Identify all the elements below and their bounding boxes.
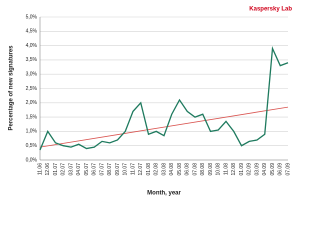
y-tick-label: 4,0%: [26, 43, 38, 49]
x-tick-label: 01.07: [53, 163, 59, 176]
y-tick-label: 5,0%: [26, 14, 38, 20]
chart: Kaspersky Lab Percentage of new signatur…: [9, 7, 293, 197]
y-tick-label: 1,0%: [26, 129, 38, 135]
y-tick-label: 1,5%: [26, 114, 38, 120]
y-tick-label: 2,5%: [26, 86, 38, 92]
brand-logo: Kaspersky Lab: [249, 7, 292, 13]
x-tick-label: 10.07: [123, 163, 129, 176]
x-tick-label: 02.08: [154, 163, 160, 176]
x-tick-label: 08.07: [107, 163, 113, 176]
x-tick-label: 10.08: [216, 163, 222, 176]
y-tick-label: 0,5%: [26, 143, 38, 149]
x-axis-title: Month, year: [147, 191, 181, 197]
x-tick-label: 06.07: [92, 163, 98, 176]
x-tick-label: 01.09: [239, 163, 245, 176]
y-axis-title: Percentage of new signatures: [9, 45, 15, 131]
x-tick-label: 02.09: [247, 163, 253, 176]
x-tick-label: 03.08: [161, 163, 167, 176]
x-tick-label: 12.08: [231, 163, 237, 176]
x-tick-label: 11.07: [130, 163, 136, 175]
x-tick-label: 06.08: [185, 163, 191, 176]
x-tick-label: 08.08: [200, 163, 206, 176]
x-tick-label: 11.06: [37, 163, 43, 175]
x-tick-label: 05.09: [270, 163, 276, 176]
x-tick-label: 11.08: [223, 163, 229, 175]
x-tick-label: 05.08: [177, 163, 183, 176]
x-tick-label: 05.07: [84, 163, 90, 176]
data-line: [39, 45, 289, 151]
y-tick-label: 0,0%: [26, 157, 38, 163]
x-tick-label: 04.08: [169, 163, 175, 176]
x-tick-label: 03.07: [68, 163, 74, 176]
x-tick-label: 03.09: [254, 163, 260, 176]
x-tick-label: 09.07: [115, 163, 121, 176]
x-tick-label: 06.09: [278, 163, 284, 176]
y-tick-label: 3,5%: [26, 57, 38, 63]
x-tick-label: 02.07: [61, 163, 67, 176]
trend-line: [39, 106, 289, 148]
y-tick-label: 3,0%: [26, 72, 38, 78]
x-tick-label: 12.07: [138, 163, 144, 176]
x-tick-label: 07.08: [192, 163, 198, 176]
x-tick-label: 01.08: [146, 163, 152, 176]
y-tick-label: 4,5%: [26, 29, 38, 35]
x-tick-label: 07.07: [99, 163, 105, 176]
x-tick-label: 09.08: [208, 163, 214, 176]
x-tick-label: 04.09: [262, 163, 268, 176]
x-tick-label: 04.07: [76, 163, 82, 176]
y-tick-label: 2,0%: [26, 100, 38, 106]
x-tick-label: 12.06: [45, 163, 51, 176]
x-tick-label: 07.09: [285, 163, 291, 176]
